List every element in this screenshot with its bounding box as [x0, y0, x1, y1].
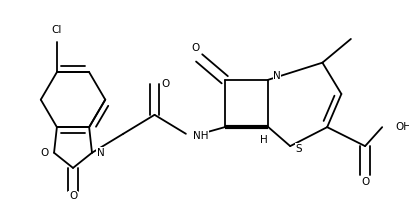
Text: Cl: Cl — [52, 25, 62, 35]
Text: NH: NH — [193, 131, 209, 141]
Text: O: O — [361, 177, 369, 187]
Text: O: O — [40, 148, 49, 158]
Text: O: O — [69, 191, 77, 201]
Text: N: N — [97, 148, 104, 158]
Text: N: N — [273, 71, 281, 81]
Text: O: O — [191, 43, 200, 54]
Text: H: H — [260, 135, 267, 145]
Text: O: O — [162, 79, 170, 89]
Text: OH: OH — [396, 122, 409, 132]
Text: S: S — [295, 144, 302, 154]
